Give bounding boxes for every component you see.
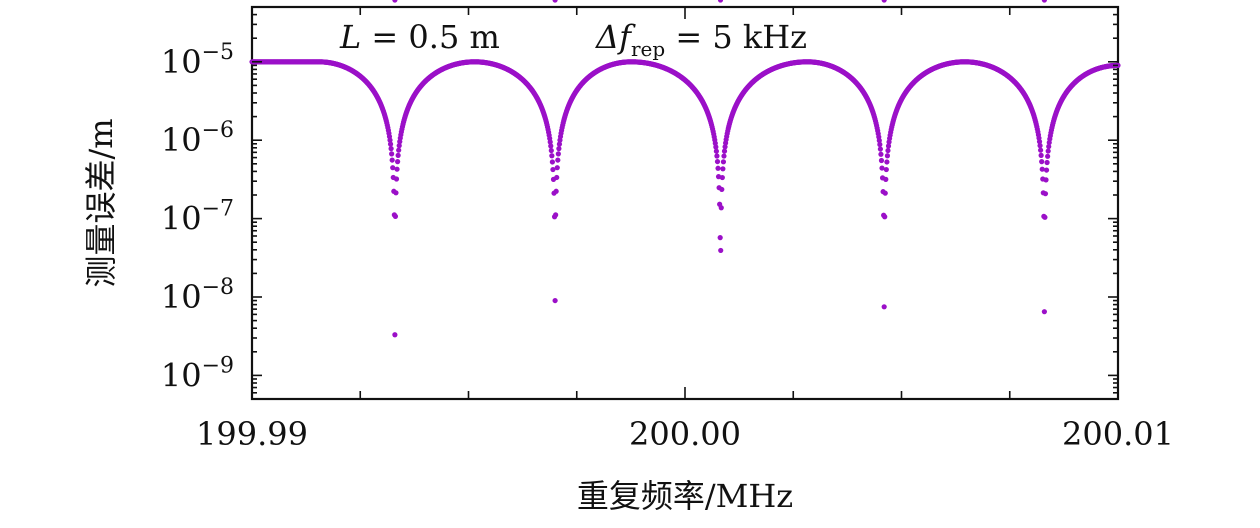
data-point [1038, 152, 1044, 158]
data-point [1042, 214, 1048, 220]
annotation-rep-rate-difference: Δfrep = 5 kHz [594, 18, 807, 61]
data-point [715, 165, 721, 171]
data-point [884, 153, 891, 159]
y-tick-label: 10−8 [161, 275, 234, 316]
data-point [389, 151, 395, 157]
data-point [392, 0, 398, 3]
data-point [881, 0, 887, 3]
data-point [1039, 166, 1045, 172]
data-point [1037, 143, 1043, 149]
data-point [718, 247, 724, 254]
x-axis-ticks: 199.99 200.00 200.01 [196, 7, 1174, 453]
data-point [556, 141, 563, 147]
data-point [553, 188, 559, 194]
x-axis-label: 重复频率/MHz [577, 477, 793, 515]
data-point [550, 166, 556, 173]
data-point [554, 165, 560, 171]
data-point [721, 153, 727, 159]
data-point [390, 165, 396, 171]
data-point [714, 158, 721, 165]
data-point [392, 332, 398, 338]
data-point [884, 159, 890, 165]
data-point [883, 176, 889, 182]
data-point [722, 144, 728, 150]
data-point [720, 166, 726, 172]
data-point [548, 143, 554, 149]
data-point [1043, 167, 1050, 173]
data-point [878, 151, 884, 157]
data-point [395, 159, 401, 165]
data-point [879, 165, 885, 171]
y-tick-label: 10−5 [161, 40, 234, 81]
x-tick-label: 200.00 [629, 415, 741, 453]
data-point [713, 144, 719, 150]
data-point [553, 212, 559, 218]
data-point [876, 137, 882, 144]
y-axis-ticks: 10−5 10−6 10−7 10−8 10−9 [161, 6, 1118, 400]
data-point [393, 176, 400, 182]
data-point [556, 146, 562, 152]
data-point [718, 205, 724, 211]
data-point [1044, 159, 1050, 166]
data-point [717, 0, 724, 3]
data-point [1041, 309, 1047, 315]
data-point [387, 137, 393, 143]
data-point [387, 141, 394, 147]
data-point [714, 153, 720, 159]
data-point [388, 146, 394, 152]
data-point [882, 214, 888, 220]
data-point [885, 147, 891, 154]
data-point [1045, 153, 1051, 159]
data-point [1046, 143, 1052, 150]
data-point [552, 0, 558, 3]
data-point [1042, 191, 1049, 197]
data-point [548, 147, 554, 154]
annotation-length: L = 0.5 m [339, 18, 500, 56]
data-point [720, 159, 727, 165]
data-points [249, 0, 1121, 338]
data-point [717, 235, 723, 241]
y-axis-label: 测量误差/m [82, 118, 120, 287]
data-point [555, 157, 561, 163]
data-point [549, 153, 555, 159]
data-point [719, 174, 725, 181]
data-point [395, 152, 401, 158]
data-point [396, 147, 402, 153]
data-point [547, 139, 553, 145]
data-point [877, 146, 883, 152]
data-point [882, 190, 888, 196]
data-point [389, 157, 395, 163]
data-point [1041, 0, 1047, 3]
data-point [883, 166, 889, 173]
y-tick-label: 10−6 [161, 118, 234, 159]
x-tick-label: 199.99 [196, 415, 308, 453]
y-tick-label: 10−9 [161, 353, 234, 394]
data-point [1038, 147, 1044, 153]
data-point [393, 190, 399, 196]
data-point [721, 148, 728, 154]
data-point [554, 174, 560, 181]
data-point [549, 159, 555, 165]
x-tick-label: 200.01 [1062, 415, 1174, 453]
data-point [878, 157, 885, 164]
data-point [885, 143, 892, 149]
data-point [713, 148, 719, 154]
data-point [1045, 148, 1051, 154]
data-point [877, 141, 883, 148]
data-point [552, 297, 558, 304]
data-point [396, 143, 402, 149]
data-point [719, 186, 725, 193]
data-point [1043, 177, 1049, 183]
data-point [392, 213, 399, 219]
y-tick-label: 10−7 [161, 197, 234, 238]
data-point [1036, 139, 1043, 145]
data-point [1039, 159, 1045, 165]
data-point [394, 166, 400, 172]
data-point [555, 151, 561, 157]
data-point [881, 304, 887, 310]
